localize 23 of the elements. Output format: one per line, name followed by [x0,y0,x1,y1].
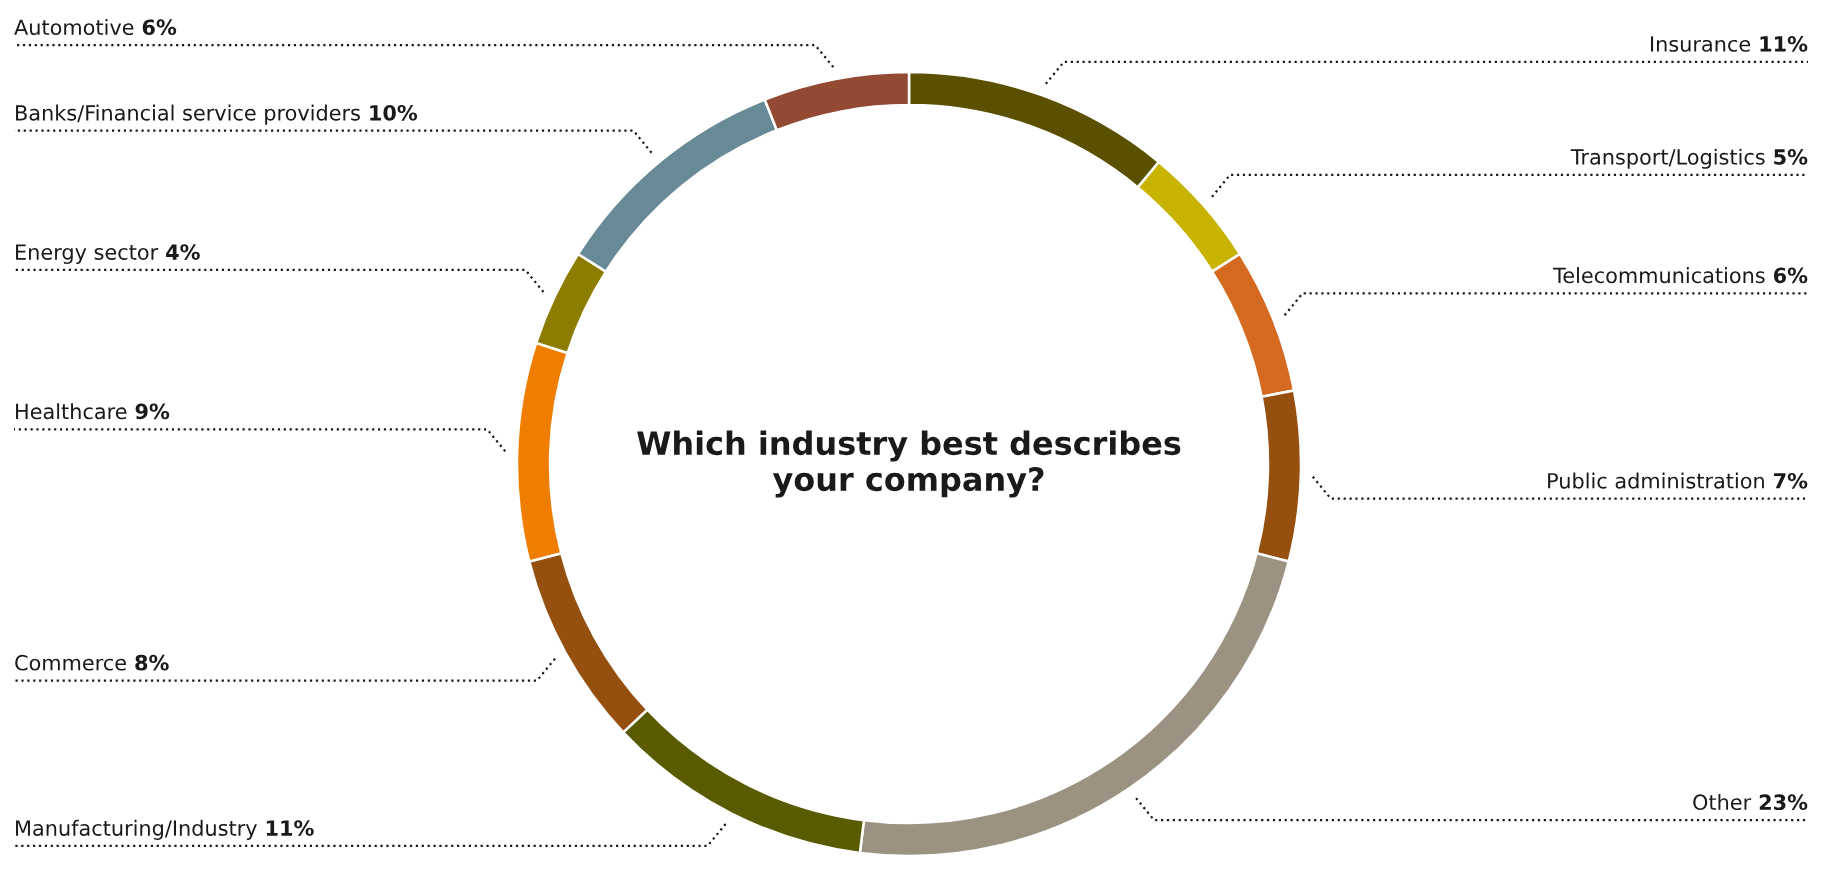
slice-label: Healthcare [16,403,127,420]
slice-label: Other [1693,793,1752,811]
slice-label: Automotive [14,18,134,36]
data-label: 10% [370,104,418,121]
data-label: 6% [1773,267,1808,284]
slice-label: Banks/Financial service providers [16,104,360,125]
data-label: 8% [135,654,169,671]
slice-label: Transport/Logistics [1570,148,1765,169]
data-label: 4% [166,244,200,260]
data-label: 11% [266,820,314,836]
slice-label: Energy sector [16,244,159,264]
data-label: 6% [142,19,177,36]
slice-label: Insurance [1651,36,1751,52]
slice-label: Commerce [15,654,126,671]
data-label: 23% [1759,794,1808,811]
slice-label: Public administration [1548,472,1764,489]
data-label: 9% [135,403,170,420]
data-label: 7% [1774,472,1808,489]
text: Which industry best describes your company? [637,430,1181,498]
data-label: 11% [1760,36,1808,52]
slice-label: Telecommunications [1553,267,1765,284]
data-label: 5% [1774,149,1808,165]
slice-label: Manufacturing/Industry [16,819,257,840]
